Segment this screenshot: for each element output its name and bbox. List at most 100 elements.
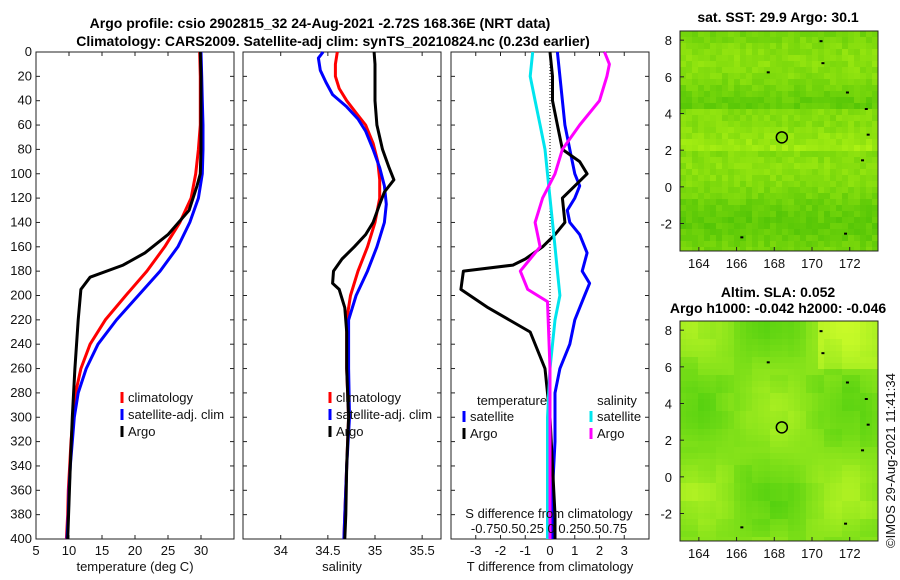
sst-cell (794, 205, 800, 211)
sst-cell (692, 115, 698, 121)
sla-cell (848, 381, 854, 387)
sst-cell (716, 235, 722, 241)
sst-cell (728, 241, 734, 247)
sla-cell (734, 441, 740, 447)
sst-cell (758, 37, 764, 43)
sst-cell (728, 235, 734, 241)
sla-cell (752, 411, 758, 417)
sla-cell (704, 453, 710, 459)
sla-cell (794, 519, 800, 525)
sst-cell (746, 79, 752, 85)
sst-cell (848, 61, 854, 67)
sst-cell (776, 31, 782, 37)
sla-cell (794, 333, 800, 339)
sla-cell (842, 321, 848, 327)
sst-cell (680, 43, 686, 49)
sla-cell (776, 459, 782, 465)
sst-cell (770, 139, 776, 145)
sla-cell (686, 405, 692, 411)
sla-cell (686, 417, 692, 423)
sla-cell (776, 489, 782, 495)
sla-cell (740, 453, 746, 459)
sst-cell (842, 85, 848, 91)
sst-cell (800, 217, 806, 223)
sst-cell (872, 247, 878, 251)
sst-cell (776, 235, 782, 241)
sst-cell (842, 43, 848, 49)
sla-cell (746, 417, 752, 423)
sla-cell (728, 375, 734, 381)
sst-cell (854, 73, 860, 79)
sst-cell (728, 49, 734, 55)
sst-cell (836, 193, 842, 199)
sst-cell (812, 217, 818, 223)
sst-cell (842, 163, 848, 169)
sst-cell (758, 193, 764, 199)
sla-cell (734, 369, 740, 375)
sla-cell (854, 423, 860, 429)
sst-cell (686, 187, 692, 193)
sst-cell (710, 163, 716, 169)
sst-cell (812, 241, 818, 247)
sst-cell (716, 187, 722, 193)
sla-cell (764, 351, 770, 357)
sst-cell (782, 61, 788, 67)
sst-cell (728, 61, 734, 67)
sst-cell (866, 193, 872, 199)
sst-cell (824, 181, 830, 187)
sst-cell (680, 181, 686, 187)
sst-cell (716, 157, 722, 163)
sla-cell (740, 363, 746, 369)
sla-cell (848, 387, 854, 393)
sst-cell (764, 139, 770, 145)
sal-x-tick-label: 34.5 (315, 543, 340, 558)
sla-cell (812, 375, 818, 381)
sla-cell (812, 327, 818, 333)
sst-cell (872, 73, 878, 79)
sla-cell (860, 477, 866, 483)
sla-cell (692, 465, 698, 471)
sla-cell (812, 411, 818, 417)
sla-cell (824, 507, 830, 513)
sst-cell (854, 157, 860, 163)
sst-cell (836, 31, 842, 37)
sla-cell (734, 375, 740, 381)
sst-cell (740, 127, 746, 133)
sla-cell (824, 339, 830, 345)
sst-cell (770, 103, 776, 109)
sla-cell (836, 507, 842, 513)
sst-cell (788, 73, 794, 79)
sla-cell (698, 537, 704, 541)
sst-cell (704, 43, 710, 49)
sst-cell (794, 151, 800, 157)
sst-cell (854, 145, 860, 151)
sst-cell (722, 211, 728, 217)
sla-cell (680, 369, 686, 375)
sla-cell (836, 381, 842, 387)
sst-cell (854, 175, 860, 181)
sla-cell (698, 405, 704, 411)
sst-cell (872, 91, 878, 97)
sla-cell (698, 399, 704, 405)
sst-cell (752, 181, 758, 187)
sla-cell (854, 519, 860, 525)
sla-cell (770, 453, 776, 459)
sla-cell (680, 447, 686, 453)
sst-cell (764, 229, 770, 235)
sla-cell (758, 375, 764, 381)
sla-cell (812, 537, 818, 541)
sst-cell (842, 247, 848, 251)
sla-y-tick-label: 6 (665, 360, 672, 375)
sla-cell (776, 387, 782, 393)
sst-cell (728, 157, 734, 163)
sla-cell (746, 525, 752, 531)
sla-cell (740, 495, 746, 501)
sla-cell (704, 333, 710, 339)
sst-cell (692, 235, 698, 241)
sst-cell (686, 91, 692, 97)
sst-cell (686, 49, 692, 55)
sla-cell (704, 423, 710, 429)
sla-cell (830, 423, 836, 429)
sla-cell (710, 405, 716, 411)
sst-cell (710, 199, 716, 205)
